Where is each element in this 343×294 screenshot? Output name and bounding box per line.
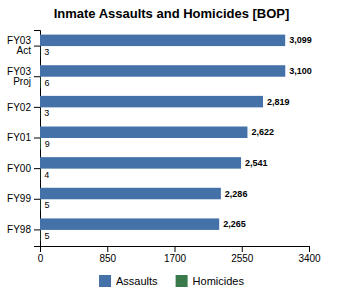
bar — [40, 65, 285, 76]
data-label: 3 — [44, 47, 49, 57]
y-tick-label: FY03Act — [7, 35, 31, 56]
y-tick: FY03Act — [7, 35, 40, 56]
y-tick-mark — [34, 138, 40, 139]
y-tick: FY98 — [7, 224, 40, 235]
legend-swatch — [99, 275, 111, 287]
y-tick-mark — [34, 168, 40, 169]
x-tick-mark — [175, 246, 176, 252]
legend-swatch — [176, 275, 188, 287]
x-tick: 1700 — [164, 246, 187, 264]
data-label: 4 — [44, 170, 49, 180]
bar — [40, 218, 219, 229]
x-tick-label: 3400 — [298, 253, 321, 264]
bar — [40, 127, 247, 138]
data-label: 2,286 — [225, 189, 248, 199]
y-tick-label-line: FY01 — [7, 132, 31, 143]
data-label: 5 — [44, 200, 49, 210]
bar — [40, 96, 263, 107]
legend: Assaults Homicides — [99, 275, 244, 287]
data-label: 6 — [44, 78, 49, 88]
y-tick-mark — [34, 46, 40, 47]
data-label: 9 — [45, 139, 50, 149]
data-label: 5 — [44, 231, 49, 241]
y-tick-label-line: FY02 — [7, 102, 31, 113]
data-label: 2,541 — [245, 158, 268, 168]
x-tick: 850 — [99, 246, 116, 264]
legend-label: Assaults — [116, 275, 158, 287]
y-tick: FY03Proj — [7, 66, 40, 87]
y-tick-label: FY99 — [7, 193, 31, 204]
x-tick-mark — [242, 246, 243, 252]
series — [40, 35, 285, 230]
y-tick-mark — [34, 229, 40, 230]
y-tick-mark — [34, 76, 40, 77]
y-tick-label-line: FY98 — [7, 224, 31, 235]
bar — [40, 107, 41, 118]
bar — [40, 46, 41, 57]
x-tick-label: 850 — [99, 253, 116, 264]
x-tick: 2550 — [231, 246, 254, 264]
bar — [40, 230, 41, 241]
data-label: 3,100 — [289, 66, 312, 76]
y-tick-label: FY98 — [7, 224, 31, 235]
y-axis-line — [34, 31, 41, 247]
data-label: 2,622 — [251, 127, 274, 137]
x-axis-line — [41, 247, 310, 253]
x-tick-label: 1700 — [164, 253, 187, 264]
x-tick-mark — [309, 246, 310, 252]
y-tick-label: FY00 — [7, 163, 31, 174]
bar — [40, 138, 41, 149]
bar — [40, 169, 41, 180]
data-label: 3 — [44, 108, 49, 118]
legend-item: Homicides — [176, 275, 245, 287]
bar — [40, 188, 221, 199]
y-tick-mark — [34, 107, 40, 108]
x-tick: 0 — [38, 246, 44, 264]
y-tick-label: FY01 — [7, 132, 31, 143]
bar — [40, 157, 241, 168]
y-tick: FY99 — [7, 193, 40, 204]
legend-label: Homicides — [193, 275, 245, 287]
x-tick-label: 0 — [38, 253, 44, 264]
bar — [40, 77, 41, 88]
y-tick: FY01 — [7, 132, 40, 143]
bar — [40, 199, 41, 210]
y-tick-label-line: Proj — [13, 76, 31, 87]
x-tick: 3400 — [298, 246, 321, 264]
data-labels: 3,099 3,100 2,819 2,622 2,541 2,286 2,265 3 6 3 9 4… — [44, 35, 312, 240]
y-tick-mark — [34, 199, 40, 200]
y-tick: FY00 — [7, 163, 40, 174]
y-tick-label-line: FY00 — [7, 163, 31, 174]
data-label: 2,265 — [223, 219, 246, 229]
series — [40, 46, 41, 241]
y-tick-label: FY02 — [7, 102, 31, 113]
legend-item: Assaults — [99, 275, 158, 287]
data-label: 3,099 — [289, 35, 312, 45]
plot: 0850170025503400FY03ActFY03ProjFY02FY01F… — [7, 31, 321, 265]
y-tick-label-line: FY99 — [7, 193, 31, 204]
y-axis: FY03Act FY03Proj FY02 FY01 FY00 FY99 FY98 — [7, 31, 40, 247]
x-tick-mark — [107, 246, 108, 252]
bar — [40, 35, 285, 46]
x-axis: 0 850 1700 2550 3400 — [38, 246, 321, 264]
y-tick-label-line: Act — [17, 45, 32, 56]
y-tick-label: FY03Proj — [7, 66, 31, 87]
data-label: 2,819 — [267, 97, 290, 107]
bars — [40, 35, 285, 242]
y-tick: FY02 — [7, 102, 40, 113]
title: Inmate Assaults and Homicides [BOP] — [54, 6, 290, 21]
chart: Inmate Assaults and Homicides [BOP] 0 850 1… — [0, 0, 343, 294]
x-tick-label: 2550 — [231, 253, 254, 264]
